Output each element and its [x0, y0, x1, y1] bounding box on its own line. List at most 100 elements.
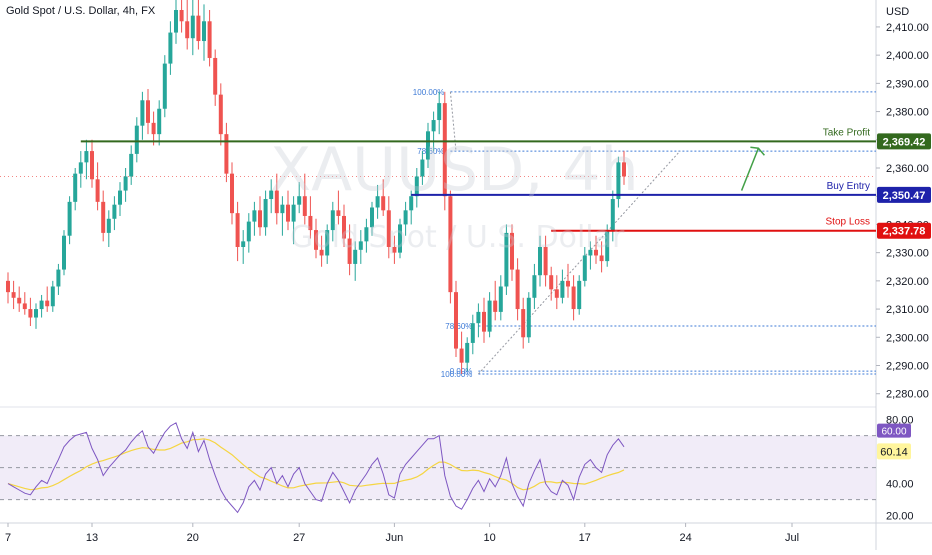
candle-body: [11, 292, 16, 298]
candle-body: [157, 108, 162, 135]
candle-body: [28, 309, 33, 318]
candle-body: [118, 190, 122, 205]
candle-body: [437, 103, 442, 121]
candle-body: [56, 269, 61, 287]
candle-body: [577, 280, 582, 310]
candle-body: [179, 10, 184, 22]
candle-body: [398, 224, 402, 253]
candle-body: [67, 201, 72, 236]
candle-body: [34, 309, 38, 318]
candle-body: [487, 300, 492, 332]
candle-body: [45, 300, 50, 307]
candle-body: [146, 100, 150, 123]
rsi-tick-label: 40.00: [886, 479, 914, 491]
price-tick-label: 2,300.00: [886, 332, 929, 344]
candle-body: [342, 215, 346, 239]
candle-body: [454, 292, 458, 349]
candle-body: [174, 10, 178, 33]
candle-body: [106, 218, 111, 233]
candle-body: [218, 94, 223, 135]
rsi-tick-label: 20.00: [886, 511, 914, 523]
candle-body: [123, 176, 128, 191]
candle-body: [6, 280, 10, 293]
candle-body: [392, 247, 397, 253]
candle-body: [151, 122, 156, 135]
candle-body: [560, 280, 565, 298]
projection-arrow-head: [750, 146, 765, 156]
candle-body: [594, 249, 598, 256]
candle-body: [78, 162, 83, 174]
candle-body: [532, 275, 537, 298]
price-tick-label: 2,400.00: [886, 50, 929, 62]
candle-body: [17, 297, 22, 304]
candle-body: [330, 210, 335, 231]
candle-body: [112, 204, 117, 219]
candle-body: [246, 221, 251, 242]
candle-body: [353, 249, 358, 264]
candle-body: [386, 210, 391, 247]
buy-entry-price-label: 2,350.47: [883, 190, 926, 202]
candle-body: [370, 207, 374, 228]
candle-body: [504, 232, 509, 287]
candle-body: [50, 286, 55, 307]
price-tick-label: 2,390.00: [886, 78, 929, 90]
candle-body: [510, 232, 514, 270]
candle-body: [599, 255, 604, 262]
candle-body: [269, 190, 274, 200]
candle-body: [73, 173, 78, 202]
rsi-overbought-tag: [877, 423, 911, 438]
candle-body: [493, 300, 498, 312]
candle-body: [521, 309, 526, 338]
candle-body: [554, 289, 559, 298]
candle-body: [319, 249, 324, 256]
candle-body: [286, 204, 290, 222]
candle-body: [134, 125, 139, 154]
candle-body: [241, 241, 246, 247]
candle-body: [616, 162, 621, 200]
candle-body: [498, 286, 503, 312]
candle-body: [571, 286, 576, 310]
candle-body: [314, 230, 318, 250]
rsi-value-tag: [877, 443, 911, 460]
candle-body: [566, 280, 570, 287]
time-tick-label: 27: [293, 532, 305, 544]
candle-body: [622, 162, 626, 177]
price-tick-label: 2,410.00: [886, 22, 929, 34]
price-tick-label: 2,310.00: [886, 304, 929, 316]
fib-left-label: 100.00%: [413, 88, 445, 97]
currency-label: USD: [886, 6, 909, 18]
candle-body: [224, 134, 229, 174]
candle-body: [431, 120, 436, 132]
candle-body: [190, 15, 195, 39]
candle-body: [409, 196, 414, 211]
candle-body: [414, 176, 419, 197]
candle-body: [549, 275, 554, 290]
candle-body: [302, 196, 307, 216]
candle-body: [381, 196, 386, 211]
candle-body: [605, 230, 610, 262]
candle-body: [84, 151, 89, 163]
candle-body: [442, 103, 447, 197]
price-tick-label: 2,380.00: [886, 107, 929, 119]
candle-body: [95, 179, 100, 202]
candle-body: [263, 199, 268, 228]
candle-body: [538, 247, 542, 276]
price-tick-label: 2,330.00: [886, 248, 929, 260]
price-tick-label: 2,320.00: [886, 276, 929, 288]
rsi-value-label: 60.14: [880, 446, 908, 458]
candle-body: [207, 21, 212, 58]
candle-body: [90, 151, 94, 180]
candle-body: [470, 323, 475, 343]
candle-body: [162, 63, 167, 109]
candle-body: [482, 311, 486, 332]
price-tick-label: 2,360.00: [886, 163, 929, 175]
time-tick-label: 10: [483, 532, 495, 544]
time-tick-label: 13: [86, 532, 98, 544]
candle-body: [168, 32, 173, 64]
candle-body: [325, 230, 330, 256]
price-tick-label: 2,290.00: [886, 361, 929, 373]
candle-body: [543, 247, 548, 276]
candle-body: [291, 204, 296, 222]
candle-body: [465, 342, 470, 363]
